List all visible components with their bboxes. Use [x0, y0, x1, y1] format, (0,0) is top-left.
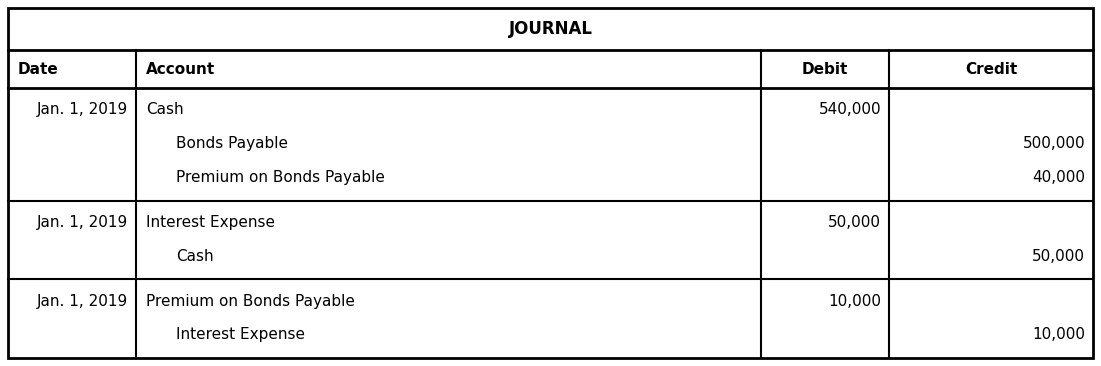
- Text: Date: Date: [18, 61, 58, 76]
- Text: Bonds Payable: Bonds Payable: [176, 136, 288, 151]
- Text: 540,000: 540,000: [818, 102, 881, 117]
- Text: 10,000: 10,000: [828, 294, 881, 309]
- Text: 500,000: 500,000: [1023, 136, 1084, 151]
- Text: Account: Account: [146, 61, 216, 76]
- Text: 40,000: 40,000: [1032, 170, 1084, 185]
- Text: Cash: Cash: [176, 249, 214, 264]
- Text: Jan. 1, 2019: Jan. 1, 2019: [36, 102, 128, 117]
- Text: Jan. 1, 2019: Jan. 1, 2019: [36, 215, 128, 230]
- Text: 50,000: 50,000: [828, 215, 881, 230]
- Text: Cash: Cash: [146, 102, 184, 117]
- Text: Credit: Credit: [964, 61, 1017, 76]
- Text: Premium on Bonds Payable: Premium on Bonds Payable: [146, 294, 355, 309]
- Text: 10,000: 10,000: [1032, 328, 1084, 343]
- Text: Interest Expense: Interest Expense: [146, 215, 275, 230]
- Text: 50,000: 50,000: [1032, 249, 1084, 264]
- Text: Interest Expense: Interest Expense: [176, 328, 305, 343]
- Text: JOURNAL: JOURNAL: [509, 20, 592, 38]
- Text: Premium on Bonds Payable: Premium on Bonds Payable: [176, 170, 385, 185]
- Text: Jan. 1, 2019: Jan. 1, 2019: [36, 294, 128, 309]
- Text: Debit: Debit: [802, 61, 848, 76]
